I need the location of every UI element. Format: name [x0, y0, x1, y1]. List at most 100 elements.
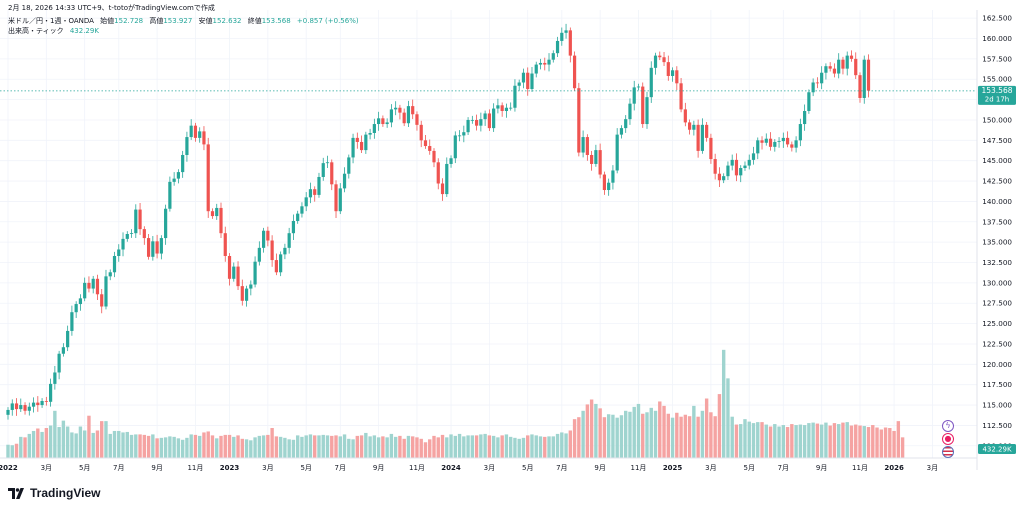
candle — [347, 154, 351, 179]
candle-body — [538, 62, 543, 65]
candle — [215, 203, 219, 220]
candle-body — [581, 137, 585, 153]
candle — [176, 169, 180, 184]
price-axis[interactable]: 110.000112.500115.000117.500120.000122.5… — [982, 14, 1012, 451]
candle — [398, 104, 402, 120]
candle-body — [91, 278, 95, 289]
time-axis[interactable]: 2022 3月 5月 7月 9月 11月 2023 3月 5月 7月 9月 11月 2024 3月 5月 7月… — [0, 464, 938, 472]
candle-body — [321, 163, 325, 177]
candle — [692, 120, 696, 136]
volume-bar — [773, 424, 777, 458]
candle — [385, 118, 389, 128]
candle — [334, 180, 338, 218]
y-tick-label: 117.500 — [982, 380, 1012, 389]
candle — [675, 66, 679, 91]
candle-body — [743, 165, 747, 169]
volume-bar — [658, 401, 662, 458]
candle — [598, 143, 602, 179]
volume-bar — [334, 435, 338, 458]
x-tick-label: 11月 — [631, 464, 647, 472]
lightning-icon[interactable]: ϟ — [942, 420, 954, 432]
volume-bar — [372, 435, 377, 458]
candle-body — [338, 188, 342, 212]
volume-bar — [355, 435, 360, 458]
candle — [411, 99, 415, 120]
us-flag-icon[interactable] — [942, 446, 954, 458]
symbol-name[interactable]: 米ドル／円・1週・OANDA — [8, 17, 94, 25]
tradingview-logo-icon — [8, 487, 24, 499]
record-icon[interactable]: ● — [942, 433, 954, 445]
candle — [445, 157, 449, 197]
candle-body — [781, 137, 785, 142]
close-label: 終値 — [247, 17, 262, 25]
candle-body — [849, 55, 854, 59]
candle — [415, 111, 419, 131]
candle-body — [95, 278, 100, 295]
candle — [555, 36, 560, 57]
candle-body — [347, 157, 351, 174]
volume-bar — [398, 435, 402, 458]
grid-lines — [0, 10, 977, 458]
volume-label[interactable]: 出来高・ティック — [8, 27, 64, 35]
y-tick-label: 112.500 — [982, 421, 1012, 430]
candle — [198, 127, 202, 143]
candle — [27, 402, 31, 416]
candle — [321, 157, 325, 181]
volume-bar — [61, 420, 66, 458]
volume-bar — [841, 422, 845, 458]
candle — [538, 58, 543, 70]
candle — [78, 294, 83, 311]
candle — [607, 178, 611, 196]
volume-bar — [70, 432, 74, 458]
candle-body — [828, 66, 832, 69]
candle — [824, 63, 828, 80]
x-tick-label: 3月 — [262, 464, 273, 472]
volume-bar — [142, 434, 147, 458]
candle — [359, 135, 364, 153]
volume-bar — [636, 403, 641, 458]
volume-bar — [802, 425, 807, 458]
tradingview-logo[interactable]: TradingView — [8, 486, 100, 500]
volume-bar — [295, 435, 300, 458]
candle-body — [49, 383, 53, 402]
candle — [6, 407, 10, 420]
candle — [841, 56, 845, 75]
candle-body — [594, 150, 598, 164]
volume-bar — [129, 434, 134, 458]
candle-body — [168, 181, 172, 209]
candle-body — [794, 140, 798, 148]
volume-bar — [236, 435, 240, 458]
candle — [764, 133, 768, 146]
chart-timestamp: 2月 18, 2026 14:33 UTC+9、t-totoがTradingVi… — [8, 4, 219, 13]
volume-bar — [440, 434, 445, 458]
candle-body — [534, 64, 538, 74]
candle-body — [313, 189, 317, 195]
volume-bar — [95, 430, 100, 458]
volume-bar — [14, 443, 19, 458]
volume-bar — [785, 427, 790, 458]
volume-bar — [134, 434, 138, 458]
volume-bar — [819, 424, 824, 458]
volume-bar — [364, 432, 368, 458]
candle — [31, 397, 36, 413]
candle-body — [134, 209, 138, 234]
volume-bar — [253, 437, 257, 458]
volume-bar — [474, 435, 479, 458]
candle — [743, 161, 747, 171]
candle — [457, 130, 462, 142]
volume-bar — [670, 417, 675, 458]
candle — [423, 135, 428, 149]
volume-bar — [342, 434, 347, 458]
candle — [547, 53, 551, 72]
y-tick-label: 120.000 — [982, 360, 1012, 369]
volume-bar — [730, 416, 734, 458]
candle-body — [572, 55, 577, 89]
candle-body — [398, 107, 402, 113]
candle — [389, 104, 393, 128]
candle — [807, 89, 811, 114]
candle — [722, 173, 726, 184]
candle — [602, 171, 606, 195]
volume-bar — [347, 438, 351, 458]
y-tick-label: 115.000 — [982, 401, 1012, 410]
